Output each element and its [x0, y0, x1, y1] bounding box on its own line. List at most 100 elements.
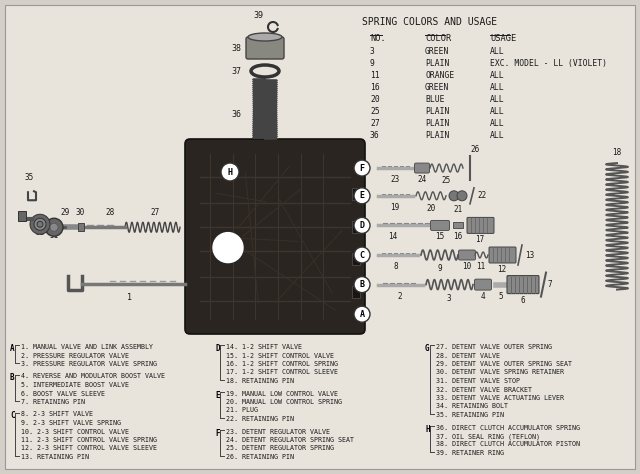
Text: D: D [360, 221, 365, 230]
Text: 23: 23 [390, 175, 399, 184]
Text: 20: 20 [370, 95, 380, 104]
Text: 38. DIRECT CLUTCH ACCUMULATOR PISTON: 38. DIRECT CLUTCH ACCUMULATOR PISTON [436, 441, 580, 447]
Text: GREEN: GREEN [425, 47, 449, 56]
Text: 11. 2-3 SHIFT CONTROL VALVE SPRING: 11. 2-3 SHIFT CONTROL VALVE SPRING [21, 437, 157, 443]
FancyBboxPatch shape [458, 250, 476, 260]
Circle shape [354, 188, 370, 204]
Text: 25. DETENT REGULATOR SPRING: 25. DETENT REGULATOR SPRING [226, 446, 334, 452]
Bar [18, 211, 26, 221]
Text: A: A [360, 310, 365, 319]
Circle shape [45, 218, 63, 236]
Text: C: C [360, 250, 365, 259]
Text: 29. DETENT VALVE OUTER SPRING SEAT: 29. DETENT VALVE OUTER SPRING SEAT [436, 361, 572, 367]
Text: 29: 29 [60, 208, 70, 217]
Text: 39: 39 [253, 10, 263, 19]
Text: 2: 2 [397, 292, 403, 301]
Text: COLOR: COLOR [425, 34, 451, 43]
Circle shape [354, 218, 370, 233]
Text: 11: 11 [476, 262, 486, 271]
Text: F: F [215, 428, 220, 438]
Text: 21: 21 [453, 205, 463, 214]
Text: ALL: ALL [490, 119, 504, 128]
FancyBboxPatch shape [5, 5, 635, 469]
Text: 15. 1-2 SHIFT CONTROL VALVE: 15. 1-2 SHIFT CONTROL VALVE [226, 353, 334, 358]
Bar [453, 222, 463, 228]
Text: PLAIN: PLAIN [425, 59, 449, 68]
Text: 19: 19 [390, 203, 399, 212]
Text: 12: 12 [497, 265, 507, 274]
Text: PLAIN: PLAIN [425, 131, 449, 140]
Text: E: E [360, 191, 365, 201]
Text: USAGE: USAGE [490, 34, 516, 43]
Text: 38: 38 [231, 44, 241, 53]
Text: PLAIN: PLAIN [425, 119, 449, 128]
Text: 16: 16 [370, 83, 380, 92]
Text: 6: 6 [521, 296, 525, 305]
Text: 35: 35 [24, 173, 34, 182]
Text: D: D [215, 344, 220, 353]
Text: 37: 37 [231, 66, 241, 75]
Text: PLAIN: PLAIN [425, 107, 449, 116]
Text: 4. REVERSE AND MODULATOR BOOST VALVE: 4. REVERSE AND MODULATOR BOOST VALVE [21, 374, 165, 380]
Circle shape [221, 163, 239, 181]
Circle shape [30, 214, 50, 234]
Text: 24. DETENT REGULATOR SPRING SEAT: 24. DETENT REGULATOR SPRING SEAT [226, 437, 354, 443]
Text: ALL: ALL [490, 71, 504, 80]
Text: 10. 2-3 SHIFT CONTROL VALVE: 10. 2-3 SHIFT CONTROL VALVE [21, 428, 129, 435]
Text: 8. 2-3 SHIFT VALVE: 8. 2-3 SHIFT VALVE [21, 411, 93, 418]
Text: ORANGE: ORANGE [425, 71, 454, 80]
Text: E: E [215, 391, 220, 400]
Text: B: B [10, 374, 15, 383]
Text: 4: 4 [481, 292, 485, 301]
Text: 36. DIRECT CLUTCH ACCUMULATOR SPRING: 36. DIRECT CLUTCH ACCUMULATOR SPRING [436, 425, 580, 430]
Text: 28. DETENT VALVE: 28. DETENT VALVE [436, 353, 500, 358]
Text: ALL: ALL [490, 131, 504, 140]
Text: ALL: ALL [490, 95, 504, 104]
Text: 26. RETAINING PIN: 26. RETAINING PIN [226, 454, 294, 460]
Text: 2. PRESSURE REGULATOR VALVE: 2. PRESSURE REGULATOR VALVE [21, 353, 129, 358]
Text: 3: 3 [370, 47, 375, 56]
Text: 32: 32 [35, 228, 45, 237]
Text: 23. DETENT REGULATOR VALVE: 23. DETENT REGULATOR VALVE [226, 428, 330, 435]
Text: 33. DETENT VALVE ACTUATING LEVER: 33. DETENT VALVE ACTUATING LEVER [436, 395, 564, 401]
Text: 14. 1-2 SHIFT VALVE: 14. 1-2 SHIFT VALVE [226, 344, 302, 350]
Text: 14: 14 [388, 232, 397, 241]
Text: NO.: NO. [370, 34, 386, 43]
FancyBboxPatch shape [467, 218, 494, 233]
Text: 20: 20 [426, 204, 436, 213]
Text: 34: 34 [17, 213, 27, 222]
Text: 13. RETAINING PIN: 13. RETAINING PIN [21, 454, 89, 460]
Text: 25: 25 [442, 176, 451, 185]
Text: 27. DETENT VALVE OUTER SPRING: 27. DETENT VALVE OUTER SPRING [436, 344, 552, 350]
Circle shape [449, 191, 459, 201]
Text: 17. 1-2 SHIFT CONTROL SLEEVE: 17. 1-2 SHIFT CONTROL SLEEVE [226, 370, 338, 375]
Bar [78, 223, 84, 231]
Text: 8: 8 [394, 262, 398, 271]
Text: 20. MANUAL LOW CONTROL SPRING: 20. MANUAL LOW CONTROL SPRING [226, 399, 342, 405]
Text: 18. RETAINING PIN: 18. RETAINING PIN [226, 378, 294, 384]
FancyBboxPatch shape [489, 247, 516, 263]
Circle shape [34, 218, 46, 230]
Text: A: A [10, 344, 15, 353]
Text: BLUE: BLUE [425, 95, 445, 104]
Text: ALL: ALL [490, 107, 504, 116]
Text: EXC. MODEL - LL (VIOLET): EXC. MODEL - LL (VIOLET) [490, 59, 607, 68]
Text: 12. 2-3 SHIFT CONTROL VALVE SLEEVE: 12. 2-3 SHIFT CONTROL VALVE SLEEVE [21, 446, 157, 452]
Text: 32. DETENT VALVE BRACKET: 32. DETENT VALVE BRACKET [436, 386, 532, 392]
Text: 25: 25 [370, 107, 380, 116]
Text: 1: 1 [127, 293, 132, 302]
Text: 11: 11 [370, 71, 380, 80]
Text: G: G [425, 344, 429, 353]
FancyBboxPatch shape [474, 279, 492, 290]
Text: 34. RETAINING BOLT: 34. RETAINING BOLT [436, 403, 508, 410]
Text: F: F [360, 164, 365, 173]
Text: 22: 22 [477, 191, 486, 201]
Text: 6. BOOST VALVE SLEEVE: 6. BOOST VALVE SLEEVE [21, 391, 105, 396]
Text: 39. RETAINER RING: 39. RETAINER RING [436, 450, 504, 456]
Text: C: C [10, 411, 15, 420]
FancyBboxPatch shape [415, 163, 429, 173]
Text: 3: 3 [447, 293, 451, 302]
Text: 16. 1-2 SHIFT CONTROL SPRING: 16. 1-2 SHIFT CONTROL SPRING [226, 361, 338, 367]
FancyBboxPatch shape [352, 253, 360, 264]
Circle shape [354, 277, 370, 292]
